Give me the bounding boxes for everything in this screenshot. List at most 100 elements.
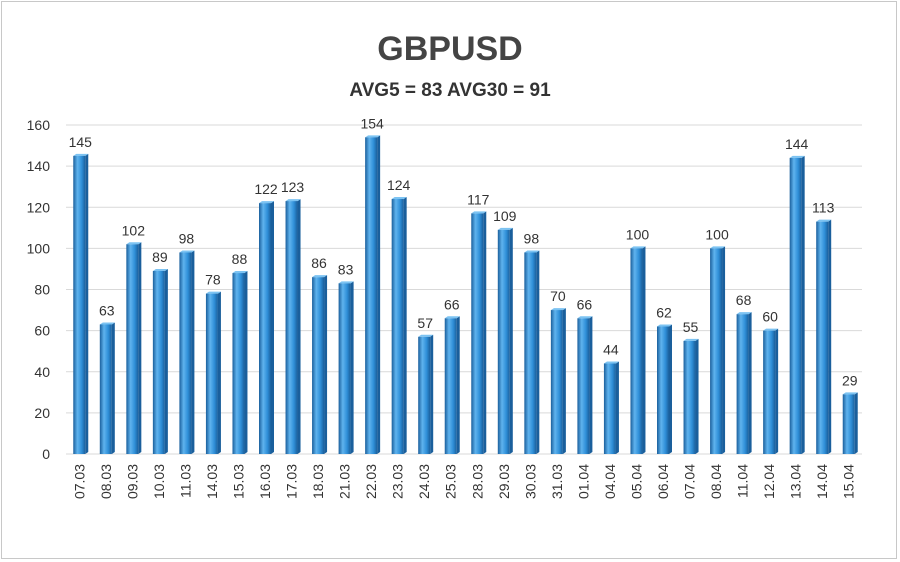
data-label: 98 bbox=[524, 230, 540, 246]
bar bbox=[312, 277, 325, 454]
bar bbox=[577, 318, 590, 454]
bar-side bbox=[536, 250, 540, 454]
x-tick-label: 16.03 bbox=[257, 464, 273, 499]
bar-side bbox=[509, 227, 513, 454]
data-label: 122 bbox=[254, 181, 278, 197]
chart-subtitle: AVG5 = 83 AVG30 = 91 bbox=[349, 80, 551, 101]
x-tick-label: 10.03 bbox=[151, 464, 167, 499]
data-label: 83 bbox=[338, 261, 354, 277]
x-tick-label: 29.03 bbox=[496, 464, 512, 499]
data-label: 66 bbox=[577, 296, 593, 312]
bar-side bbox=[297, 199, 301, 454]
bar bbox=[179, 252, 192, 454]
bar-top bbox=[232, 271, 248, 274]
y-tick-label: 80 bbox=[34, 282, 50, 298]
bar-side bbox=[111, 322, 115, 454]
data-label: 88 bbox=[232, 251, 248, 267]
bar-top bbox=[391, 197, 407, 200]
bar-top bbox=[179, 250, 195, 253]
x-tick-label: 12.04 bbox=[761, 464, 777, 499]
x-tick-label: 14.04 bbox=[814, 464, 830, 499]
y-tick-label: 100 bbox=[27, 240, 51, 256]
data-label: 70 bbox=[550, 288, 566, 304]
bar bbox=[391, 199, 404, 454]
x-tick-label: 24.03 bbox=[416, 464, 432, 499]
bar bbox=[338, 283, 351, 454]
data-label: 66 bbox=[444, 296, 460, 312]
bar-side bbox=[562, 308, 566, 454]
x-tick-label: 05.04 bbox=[628, 464, 644, 499]
y-tick-label: 140 bbox=[27, 158, 51, 174]
bar bbox=[736, 314, 749, 454]
bar bbox=[789, 157, 802, 454]
bar bbox=[126, 244, 139, 454]
data-label: 55 bbox=[683, 319, 699, 335]
data-label: 29 bbox=[842, 372, 858, 388]
x-tick-label: 04.04 bbox=[602, 464, 618, 499]
bar bbox=[657, 326, 669, 454]
x-tick-label: 07.04 bbox=[682, 464, 698, 499]
bar-top bbox=[259, 201, 274, 204]
bar-top bbox=[657, 324, 672, 327]
data-label: 68 bbox=[736, 292, 752, 308]
bar bbox=[418, 336, 431, 454]
data-label: 98 bbox=[179, 230, 195, 246]
bar bbox=[232, 273, 245, 454]
data-label: 154 bbox=[360, 115, 384, 131]
bar-top bbox=[710, 246, 726, 249]
bar bbox=[603, 363, 616, 454]
bar-top bbox=[842, 392, 858, 395]
bar-top bbox=[126, 242, 142, 245]
x-tick-label: 11.04 bbox=[735, 464, 751, 498]
bar-top bbox=[205, 291, 221, 294]
bar bbox=[763, 330, 776, 454]
bar bbox=[683, 340, 696, 454]
x-tick-label: 21.03 bbox=[337, 464, 353, 499]
bar-top bbox=[524, 250, 540, 253]
bar-side bbox=[403, 197, 407, 454]
bar-side bbox=[456, 316, 460, 454]
bar-top bbox=[471, 211, 487, 214]
bar-side bbox=[430, 334, 434, 454]
bar-top bbox=[338, 281, 354, 284]
x-tick-label: 17.03 bbox=[284, 464, 300, 499]
bar-side bbox=[615, 361, 619, 454]
data-label: 78 bbox=[205, 272, 221, 288]
x-tick-label: 15.03 bbox=[230, 464, 246, 499]
x-tick-label: 30.03 bbox=[522, 464, 538, 499]
bar-top bbox=[816, 219, 832, 222]
bar bbox=[73, 155, 86, 454]
bar-side bbox=[695, 338, 699, 454]
bar-side bbox=[828, 219, 832, 454]
x-tick-label: 25.03 bbox=[443, 464, 459, 499]
bar-top bbox=[789, 155, 805, 158]
x-tick-label: 11.03 bbox=[177, 464, 193, 498]
bar bbox=[497, 229, 510, 454]
y-tick-label: 40 bbox=[34, 364, 50, 380]
bar bbox=[816, 221, 829, 454]
bar-side bbox=[244, 271, 248, 454]
y-tick-label: 0 bbox=[42, 446, 50, 462]
bar-top bbox=[365, 135, 381, 138]
bar-side bbox=[748, 312, 752, 454]
bar-top bbox=[577, 316, 593, 319]
x-tick-label: 09.03 bbox=[124, 464, 140, 499]
bar-side bbox=[854, 392, 858, 454]
bars bbox=[73, 135, 858, 454]
bar-side bbox=[85, 153, 89, 454]
x-tick-label: 14.03 bbox=[204, 464, 220, 499]
y-tick-label: 20 bbox=[34, 405, 50, 421]
bar-top bbox=[550, 308, 566, 311]
bar bbox=[471, 213, 484, 454]
grid-lines bbox=[66, 124, 862, 455]
bar-side bbox=[642, 246, 646, 454]
x-tick-label: 07.03 bbox=[71, 464, 87, 499]
bar-side bbox=[217, 291, 221, 454]
x-tick-label: 23.03 bbox=[390, 464, 406, 499]
bar-side bbox=[377, 135, 381, 454]
y-tick-label: 120 bbox=[27, 199, 51, 215]
bar-side bbox=[324, 275, 328, 454]
